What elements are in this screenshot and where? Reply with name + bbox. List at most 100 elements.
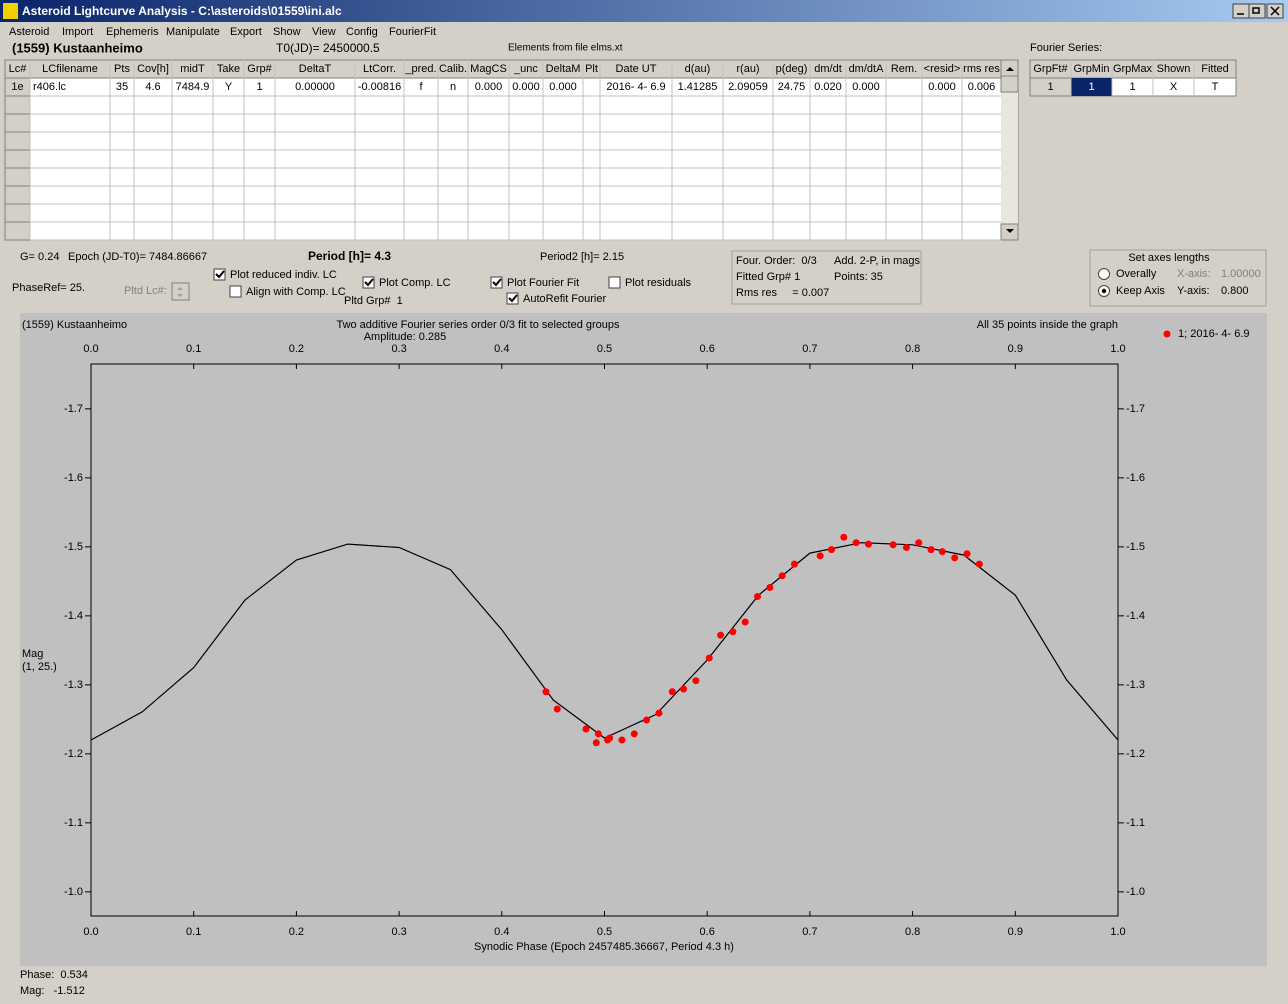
- column-header: _pred.: [404, 63, 436, 75]
- data-point: [915, 539, 923, 547]
- data-point: [705, 654, 713, 662]
- data-point: [963, 550, 971, 558]
- checkbox[interactable]: [490, 276, 503, 289]
- column-header: r(au): [736, 63, 759, 75]
- checkbox-label[interactable]: Plot Fourier Fit: [507, 277, 579, 289]
- menu-item[interactable]: Ephemeris: [106, 26, 159, 38]
- x-tick-label-top: 0.1: [186, 343, 201, 355]
- row-header: [4, 95, 31, 115]
- column-header: dm/dtA: [849, 63, 885, 75]
- spinner-arrows: [177, 287, 183, 297]
- fourier-cell: 1: [1129, 81, 1135, 93]
- checkbox-label[interactable]: AutoRefit Fourier: [523, 293, 606, 305]
- data-point: [754, 593, 762, 601]
- y-tick-label: -1.5: [64, 541, 83, 553]
- column-header: Pts: [114, 63, 130, 75]
- x-tick-label-top: 0.7: [802, 343, 817, 355]
- x-tick-label: 0.4: [494, 926, 509, 938]
- x-tick-label: 0.1: [186, 926, 201, 938]
- menu-item[interactable]: FourierFit: [389, 26, 436, 38]
- menu-item[interactable]: Config: [346, 26, 378, 38]
- table-cell: r406.lc: [33, 81, 67, 93]
- x-axis-title: Synodic Phase (Epoch 2457485.36667, Peri…: [474, 941, 734, 953]
- scroll-thumb[interactable]: [1000, 75, 1019, 93]
- t0-label: T0(JD)= 2450000.5: [276, 41, 380, 55]
- y-axis-value: 0.800: [1221, 285, 1249, 297]
- menu-item[interactable]: View: [312, 26, 336, 38]
- minimize-button[interactable]: [1232, 3, 1250, 19]
- epoch-value: Epoch (JD-T0)= 7484.86667: [68, 251, 207, 263]
- column-header: GrpMax: [1113, 63, 1153, 75]
- column-header: Fitted: [1201, 63, 1229, 75]
- table-header-bg: [4, 59, 1002, 79]
- data-point: [816, 552, 824, 560]
- table-cell: n: [450, 81, 456, 93]
- radio-label[interactable]: Overally: [1116, 268, 1157, 280]
- data-point: [643, 716, 651, 724]
- button-glyphs: [1237, 6, 1280, 16]
- restore-button[interactable]: [1248, 3, 1266, 19]
- check-mark: [364, 278, 374, 287]
- checkbox-label[interactable]: Align with Comp. LC: [246, 286, 346, 298]
- data-point: [840, 533, 848, 541]
- menu-item[interactable]: Show: [273, 26, 301, 38]
- data-point: [852, 539, 860, 547]
- y-tick-label-right: -1.6: [1126, 472, 1145, 484]
- y-tick-label-right: -1.4: [1126, 610, 1145, 622]
- menu-item[interactable]: Manipulate: [166, 26, 220, 38]
- data-point: [680, 685, 688, 693]
- radio-label[interactable]: Keep Axis: [1116, 285, 1165, 297]
- row-header: [4, 131, 31, 151]
- g-value: G= 0.24: [20, 251, 59, 263]
- table-cell: 0.006: [968, 81, 996, 93]
- pltd-lc-spinner[interactable]: [171, 282, 190, 301]
- table-cell: 35: [116, 81, 128, 93]
- x-tick-label: 0.0: [83, 926, 98, 938]
- checkbox[interactable]: [506, 292, 519, 305]
- column-header: GrpFt#: [1033, 63, 1068, 75]
- table-cell: 2.09059: [728, 81, 768, 93]
- y-tick-label-right: -1.2: [1126, 748, 1145, 760]
- spinner[interactable]: [171, 282, 190, 301]
- checkbox-label[interactable]: Plot reduced indiv. LC: [230, 269, 337, 281]
- table-cell: 1: [256, 81, 262, 93]
- table-scrollbar: [1000, 59, 1019, 241]
- data-point: [778, 572, 786, 580]
- data-point: [902, 544, 910, 552]
- x-tick-label-top: 0.3: [391, 343, 406, 355]
- checkbox-label[interactable]: Plot Comp. LC: [379, 277, 451, 289]
- x-tick-label-top: 0.5: [597, 343, 612, 355]
- x-axis-value: 1.00000: [1221, 268, 1261, 280]
- table-cell: 4.6: [145, 81, 160, 93]
- checkbox[interactable]: [213, 268, 226, 281]
- checkbox[interactable]: [608, 276, 621, 289]
- y-tick-label: -1.1: [64, 817, 83, 829]
- x-tick-label: 0.9: [1008, 926, 1023, 938]
- x-tick-label: 0.2: [289, 926, 304, 938]
- table-cell: 0.000: [928, 81, 956, 93]
- data-point: [594, 730, 602, 738]
- menu-item[interactable]: Import: [62, 26, 93, 38]
- period-value: Period [h]= 4.3: [308, 249, 391, 263]
- column-header: Shown: [1157, 63, 1191, 75]
- checkbox[interactable]: [362, 276, 375, 289]
- fourier-cell: X: [1170, 81, 1178, 93]
- checkbox-label[interactable]: Plot residuals: [625, 277, 692, 289]
- y-tick-label: -1.7: [64, 403, 83, 415]
- data-point: [582, 725, 590, 733]
- menu-item[interactable]: Asteroid: [9, 26, 49, 38]
- data-point: [668, 688, 676, 696]
- column-header: LtCorr.: [363, 63, 396, 75]
- y-tick-label: -1.4: [64, 610, 83, 622]
- fit-info-box: [731, 250, 922, 305]
- checkbox[interactable]: [229, 285, 242, 298]
- data-point: [729, 628, 737, 636]
- menu-item[interactable]: Export: [230, 26, 262, 38]
- x-tick-label: 0.3: [391, 926, 406, 938]
- row-header: [4, 167, 31, 187]
- data-point: [938, 548, 946, 556]
- table-cell: 0.000: [475, 81, 503, 93]
- fourier-label: Fourier Series:: [1030, 42, 1102, 54]
- x-axis-label: X-axis:: [1177, 268, 1211, 280]
- radio[interactable]: [1098, 268, 1110, 280]
